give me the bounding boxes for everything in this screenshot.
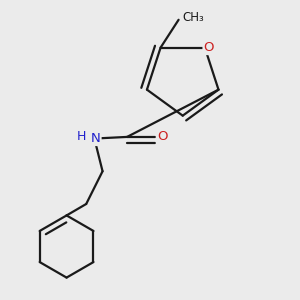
Text: CH₃: CH₃ [182, 11, 204, 24]
Text: O: O [203, 41, 214, 54]
Text: O: O [157, 130, 167, 143]
Text: H: H [76, 130, 86, 143]
Text: N: N [91, 132, 100, 145]
